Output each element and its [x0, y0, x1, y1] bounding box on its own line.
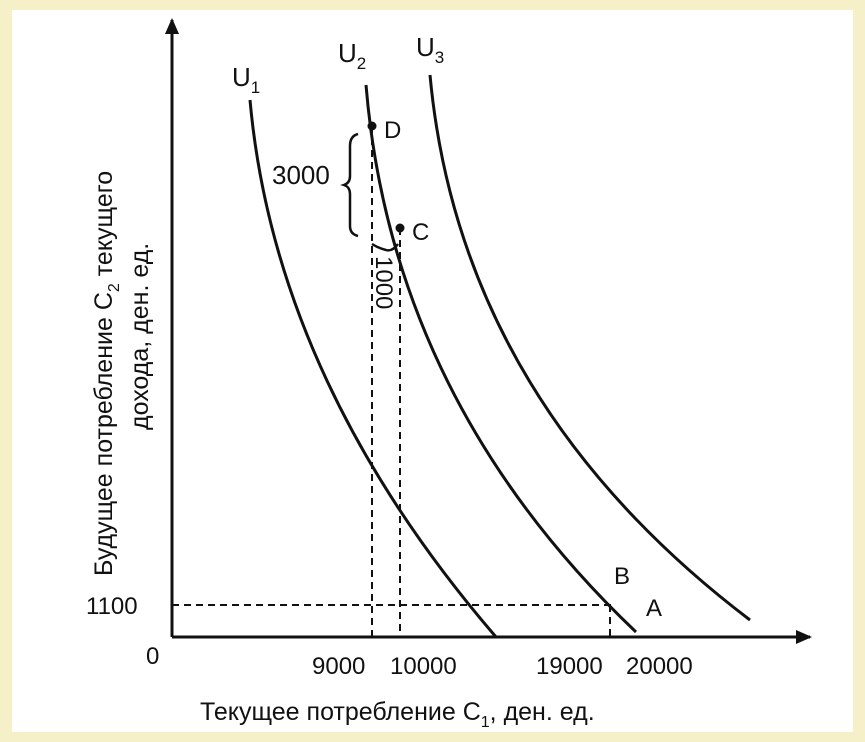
diagram-panel — [12, 10, 853, 732]
curve-u3-label: U3 — [416, 32, 444, 67]
point-d-label: D — [384, 117, 401, 144]
brace-1000 — [371, 242, 399, 252]
curve-u2-label: U2 — [338, 38, 366, 73]
point-c-label: C — [412, 219, 429, 246]
x-tick-20000: 20000 — [626, 653, 693, 680]
point-d — [367, 121, 377, 131]
brace-3000 — [340, 132, 359, 238]
curve-u2 — [364, 84, 638, 634]
x-tick-10000: 10000 — [390, 653, 457, 680]
y-axis-title-line1: Будущее потребление С2 текущего — [90, 171, 123, 576]
x-tick-19000: 19000 — [536, 653, 603, 680]
brace-1000-label: 1000 — [370, 256, 397, 309]
origin-label: 0 — [146, 643, 159, 670]
brace-3000-label: 3000 — [272, 160, 330, 190]
x-tick-9000: 9000 — [312, 653, 365, 680]
point-a-label: A — [646, 595, 662, 622]
y-tick-1100: 1100 — [86, 593, 138, 620]
point-c — [395, 223, 405, 233]
curve-u1 — [248, 99, 498, 638]
curve-u1-label: U1 — [232, 62, 260, 97]
curve-u3 — [428, 74, 751, 622]
x-axis-title: Текущее потребление С1, ден. ед. — [200, 698, 595, 731]
y-axis-title-line2: дохода, ден. ед. — [126, 243, 154, 430]
point-b-label: B — [614, 563, 630, 590]
